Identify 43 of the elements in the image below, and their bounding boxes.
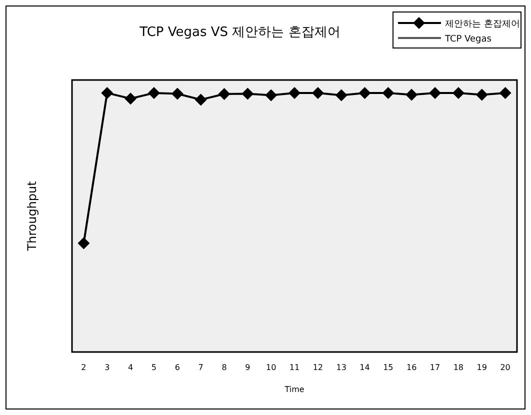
x-tick-label: 15	[383, 363, 394, 372]
x-axis-title: Time	[284, 385, 304, 394]
point	[124, 92, 137, 105]
x-tick-label: 4	[128, 363, 134, 372]
x-tick-label: 12	[312, 363, 324, 372]
point	[171, 88, 184, 100]
x-tick-label: 8	[222, 363, 227, 372]
x-tick-label: 11	[289, 363, 300, 372]
x-tick-label: 6	[174, 363, 180, 372]
point	[476, 88, 488, 101]
x-tick-label: 16	[406, 363, 417, 372]
point	[101, 86, 114, 99]
point	[312, 86, 324, 99]
point	[358, 86, 371, 99]
x-tick-label: 5	[151, 363, 157, 372]
point	[218, 88, 230, 100]
y-axis-title: Throughput	[25, 180, 39, 252]
point	[499, 86, 512, 99]
x-tick-label: 20	[500, 363, 510, 372]
point	[335, 89, 348, 102]
point	[382, 86, 394, 99]
chart-title: TCP Vegas VS 제안하는 혼잡제어	[138, 25, 340, 40]
x-tick-label: 19	[476, 363, 487, 372]
x-tick-label: 9	[245, 363, 250, 372]
x-tick-label: 2	[81, 363, 86, 372]
point	[242, 88, 254, 100]
legend-label: 제안하는 혼잡제어	[445, 20, 520, 30]
x-tick-label: 10	[266, 363, 276, 372]
point	[78, 237, 90, 250]
point	[288, 86, 300, 99]
point	[406, 88, 418, 101]
point	[148, 86, 160, 99]
x-tick-label: 17	[430, 363, 440, 372]
x-tick-label: 3	[104, 363, 110, 372]
legend-label: TCP Vegas	[444, 34, 492, 44]
x-tick-label: 14	[360, 363, 370, 372]
x-tick-label: 7	[198, 363, 204, 372]
x-tick-label: 13	[336, 363, 346, 372]
point	[452, 86, 464, 99]
point	[194, 94, 207, 106]
point	[429, 86, 442, 99]
point	[265, 89, 278, 102]
x-tick-label: 18	[453, 363, 464, 372]
